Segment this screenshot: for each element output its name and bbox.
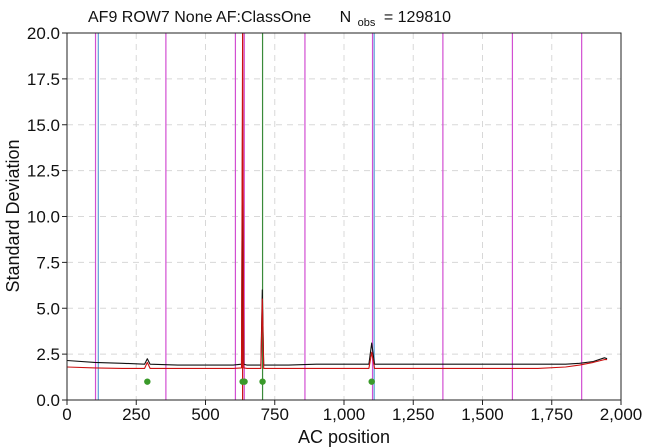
x-tick-label: 1,750	[530, 405, 573, 424]
x-tick-label: 0	[62, 405, 71, 424]
chart-title: AF9 ROW7 None AF:ClassOne N obs = 129810	[88, 9, 451, 30]
x-tick-label: 1,250	[392, 405, 435, 424]
reference-lines	[94, 33, 583, 400]
marker-point	[241, 378, 248, 385]
x-tick-label: 250	[122, 405, 150, 424]
y-axis-label: Standard Deviation	[3, 139, 23, 292]
marker-point	[259, 378, 266, 385]
nobs-subscript: obs	[358, 17, 376, 29]
x-axis-ticks: 0 250 500 750 1,000 1,250 1,500 1,750 2,000	[62, 400, 642, 424]
marker-point	[368, 378, 375, 385]
y-axis-ticks: 0.0 2.5 5.0 7.5 10.0 12.5 15.0 17.5 20.0	[27, 24, 67, 410]
y-tick-label: 7.5	[36, 253, 60, 272]
series-line-2	[66, 32, 608, 369]
y-tick-label: 15.0	[27, 116, 60, 135]
y-tick-label: 17.5	[27, 70, 60, 89]
markers	[144, 378, 375, 385]
x-tick-label: 500	[191, 405, 219, 424]
marker-point	[144, 378, 151, 385]
x-tick-label: 1,000	[323, 405, 366, 424]
y-tick-label: 0.0	[36, 391, 60, 410]
nobs-value: = 129810	[384, 9, 451, 26]
grid	[67, 33, 621, 400]
x-tick-label: 750	[261, 405, 289, 424]
series-lines	[66, 32, 608, 369]
series-line-1	[66, 109, 608, 366]
y-tick-label: 2.5	[36, 345, 60, 364]
nobs-label: N	[340, 9, 352, 26]
y-tick-label: 12.5	[27, 162, 60, 181]
y-tick-label: 20.0	[27, 24, 60, 43]
y-tick-label: 10.0	[27, 208, 60, 227]
x-tick-label: 1,500	[461, 405, 504, 424]
x-tick-label: 2,000	[600, 405, 643, 424]
y-tick-label: 5.0	[36, 299, 60, 318]
x-axis-label: AC position	[298, 427, 390, 447]
